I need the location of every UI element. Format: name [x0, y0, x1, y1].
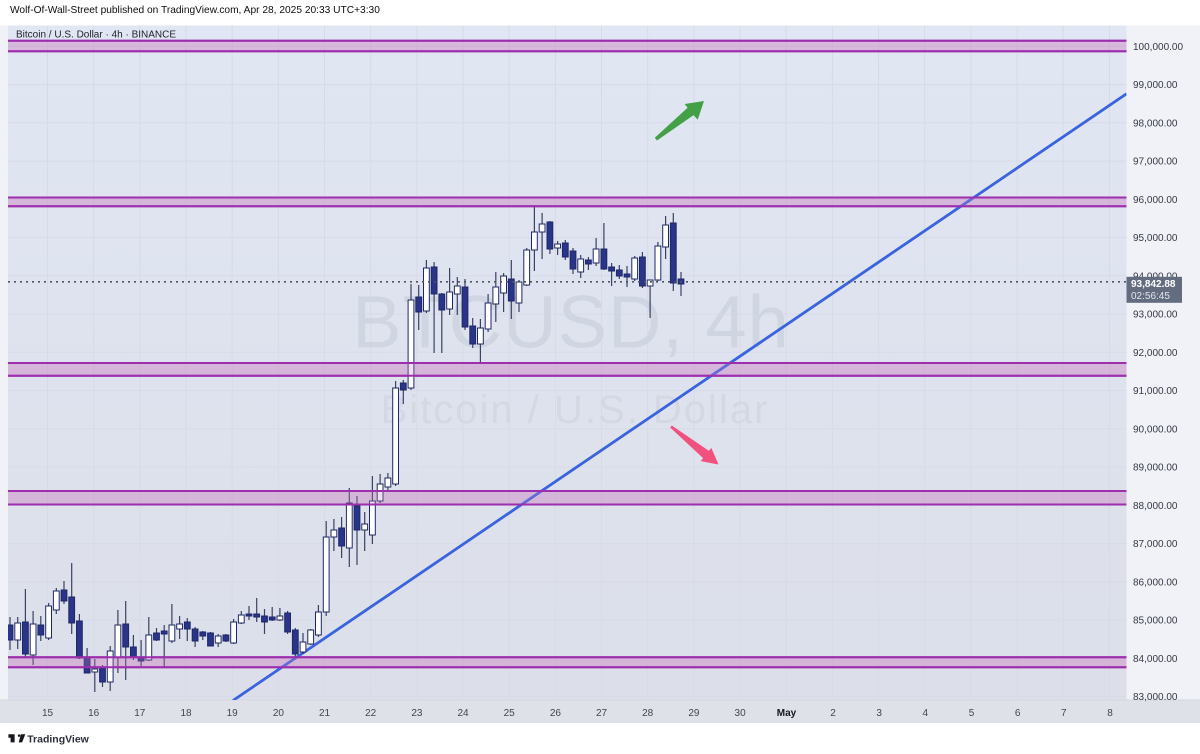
svg-text:30: 30 — [735, 708, 747, 719]
svg-text:23: 23 — [411, 708, 423, 719]
svg-text:93,000.00: 93,000.00 — [1133, 310, 1178, 321]
svg-text:25: 25 — [504, 708, 516, 719]
svg-text:29: 29 — [688, 708, 700, 719]
svg-text:May: May — [777, 708, 797, 719]
svg-text:Bitcoin / U.S. Dollar · 4h · B: Bitcoin / U.S. Dollar · 4h · BINANCE — [16, 30, 176, 41]
svg-text:90,000.00: 90,000.00 — [1133, 424, 1178, 435]
svg-text:17: 17 — [134, 708, 146, 719]
svg-text:96,000.00: 96,000.00 — [1133, 195, 1178, 206]
svg-text:93,842.88: 93,842.88 — [1131, 279, 1176, 290]
svg-text:TradingView: TradingView — [27, 734, 89, 746]
svg-text:99,000.00: 99,000.00 — [1133, 80, 1178, 91]
svg-text:87,000.00: 87,000.00 — [1133, 539, 1178, 550]
svg-text:98,000.00: 98,000.00 — [1133, 119, 1178, 130]
svg-text:16: 16 — [88, 708, 100, 719]
svg-text:95,000.00: 95,000.00 — [1133, 233, 1178, 244]
svg-text:3: 3 — [876, 708, 882, 719]
svg-text:92,000.00: 92,000.00 — [1133, 348, 1178, 359]
svg-text:83,000.00: 83,000.00 — [1133, 692, 1178, 703]
svg-text:86,000.00: 86,000.00 — [1133, 577, 1178, 588]
svg-text:85,000.00: 85,000.00 — [1133, 616, 1178, 627]
svg-text:24: 24 — [457, 708, 469, 719]
svg-text:22: 22 — [365, 708, 377, 719]
svg-text:2: 2 — [830, 708, 836, 719]
svg-text:8: 8 — [1107, 708, 1113, 719]
svg-text:Bitcoin / U.S. Dollar: Bitcoin / U.S. Dollar — [381, 388, 770, 432]
svg-text:6: 6 — [1015, 708, 1021, 719]
svg-text:88,000.00: 88,000.00 — [1133, 501, 1178, 512]
svg-text:27: 27 — [596, 708, 608, 719]
svg-text:26: 26 — [550, 708, 562, 719]
svg-text:91,000.00: 91,000.00 — [1133, 386, 1178, 397]
svg-text:28: 28 — [642, 708, 654, 719]
svg-text:4: 4 — [923, 708, 929, 719]
svg-text:02:56:45: 02:56:45 — [1131, 291, 1170, 302]
svg-text:20: 20 — [273, 708, 285, 719]
svg-text:BTCUSD, 4h: BTCUSD, 4h — [352, 281, 790, 364]
svg-text:19: 19 — [227, 708, 239, 719]
svg-text:5: 5 — [969, 708, 975, 719]
svg-text:97,000.00: 97,000.00 — [1133, 157, 1178, 168]
svg-text:18: 18 — [180, 708, 192, 719]
svg-text:89,000.00: 89,000.00 — [1133, 463, 1178, 474]
svg-text:21: 21 — [319, 708, 331, 719]
svg-text:84,000.00: 84,000.00 — [1133, 654, 1178, 665]
svg-text:7: 7 — [1061, 708, 1067, 719]
svg-text:15: 15 — [42, 708, 54, 719]
svg-text:100,000.00: 100,000.00 — [1133, 42, 1183, 53]
